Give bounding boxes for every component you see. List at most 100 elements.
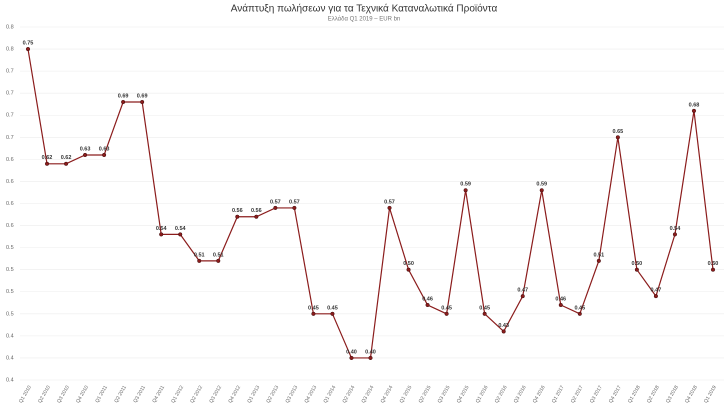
y-tick-label: 0.5 <box>6 311 14 317</box>
data-label: 0.50 <box>403 261 414 267</box>
y-tick-label: 0.5 <box>6 245 14 251</box>
point <box>710 267 716 272</box>
point <box>311 311 316 316</box>
x-tick-label: Q3 2017 <box>589 384 604 404</box>
x-tick-label: Q2 2018 <box>646 384 661 404</box>
x-tick-label: Q2 2011 <box>113 384 128 403</box>
y-tick-label: 0.5 <box>6 289 14 295</box>
data-label: 0.45 <box>327 305 338 311</box>
data-label: 0.57 <box>289 199 300 205</box>
data-label: 0.46 <box>555 296 566 302</box>
data-label: 0.46 <box>422 296 433 302</box>
x-tick-label: Q2 2014 <box>342 384 357 404</box>
x-tick-label: Q4 2012 <box>227 384 242 404</box>
data-label: 0.45 <box>479 305 490 311</box>
point <box>368 355 373 360</box>
point <box>501 329 506 334</box>
point <box>596 258 601 263</box>
chart-title: Ανάπτυξη πωλήσεων για τα Τεχνικά Καταναλ… <box>231 3 498 15</box>
y-tick-label: 0.6 <box>6 157 14 163</box>
point <box>25 47 31 52</box>
x-tick-label: Q1 2017 <box>551 384 566 404</box>
data-label: 0.45 <box>308 305 319 311</box>
data-label: 0.40 <box>365 349 376 355</box>
x-tick-label: Q4 2018 <box>684 384 699 404</box>
x-tick-label: Q2 2016 <box>494 384 509 404</box>
x-tick-label: Q2 2013 <box>265 384 280 404</box>
x-tick-label: Q1 2015 <box>399 384 414 404</box>
data-label: 0.57 <box>384 199 395 205</box>
point <box>634 267 639 272</box>
data-label: 0.59 <box>536 182 547 188</box>
x-tick-label: Q4 2017 <box>608 384 623 404</box>
point <box>520 294 525 299</box>
point <box>615 135 620 140</box>
y-tick-label: 0.8 <box>6 47 14 53</box>
x-tick-label: Q1 2019 <box>703 384 718 404</box>
x-tick-label: Q3 2011 <box>132 384 147 403</box>
data-label: 0.63 <box>80 146 91 152</box>
data-label: 0.47 <box>517 288 528 294</box>
data-label: 0.43 <box>498 323 509 329</box>
y-tick-label: 0.6 <box>6 223 14 229</box>
point <box>444 311 449 316</box>
x-tick-label: Q1 2016 <box>475 384 490 404</box>
point <box>330 311 335 316</box>
data-label: 0.45 <box>441 305 452 311</box>
point <box>44 161 50 166</box>
point <box>159 232 164 237</box>
point <box>292 205 297 210</box>
point <box>121 99 126 105</box>
point <box>672 232 677 237</box>
y-tick-label: 0.6 <box>6 179 14 185</box>
data-label: 0.63 <box>99 146 110 152</box>
x-tick-label: Q4 2014 <box>380 384 395 404</box>
x-tick-label: Q2 2015 <box>418 384 433 404</box>
y-tick-label: 0.8 <box>6 24 14 30</box>
x-tick-label: Q1 2014 <box>323 384 338 404</box>
point <box>463 188 468 193</box>
data-label: 0.56 <box>232 208 243 214</box>
point <box>83 152 88 158</box>
data-label: 0.69 <box>137 93 148 99</box>
data-label: 0.51 <box>194 252 205 258</box>
x-tick-label: Q3 2013 <box>284 384 299 404</box>
point <box>102 152 107 158</box>
data-label: 0.50 <box>708 261 719 267</box>
data-label: 0.62 <box>42 155 53 161</box>
x-tick-label: Q2 2017 <box>570 384 585 404</box>
y-tick-label: 0.7 <box>6 135 14 141</box>
data-label: 0.54 <box>175 226 187 232</box>
point <box>235 214 240 219</box>
point <box>577 311 582 316</box>
x-tick-label: Q1 2010 <box>18 384 33 404</box>
data-label: 0.54 <box>670 226 682 232</box>
y-tick-label: 0.7 <box>6 69 14 75</box>
point <box>425 302 430 308</box>
data-label: 0.69 <box>118 93 129 99</box>
point <box>254 214 259 219</box>
x-tick-label: Q1 2011 <box>94 384 109 403</box>
x-tick-label: Q2 2010 <box>37 384 52 404</box>
x-tick-label: Q3 2012 <box>208 384 223 404</box>
y-tick-label: 0.5 <box>6 267 14 273</box>
y-tick-label: 0.7 <box>6 91 14 97</box>
y-tick-label: 0.4 <box>6 333 14 339</box>
y-tick-label: 0.7 <box>6 113 14 119</box>
x-tick-label: Q4 2010 <box>75 384 90 404</box>
x-tick-label: Q1 2018 <box>627 384 642 404</box>
data-label: 0.68 <box>689 102 700 108</box>
data-label: 0.45 <box>574 305 585 311</box>
data-label: 0.40 <box>346 349 357 355</box>
x-tick-label: Q1 2012 <box>170 384 185 404</box>
point <box>178 232 183 237</box>
x-tick-label: Q1 2013 <box>246 384 261 404</box>
x-tick-label: Q4 2013 <box>304 384 319 404</box>
data-label: 0.56 <box>251 208 262 214</box>
data-label: 0.75 <box>23 41 34 47</box>
point <box>558 302 563 308</box>
data-label: 0.62 <box>61 155 72 161</box>
x-tick-label: Q2 2012 <box>189 384 204 404</box>
x-tick-label: Q3 2014 <box>361 384 376 404</box>
